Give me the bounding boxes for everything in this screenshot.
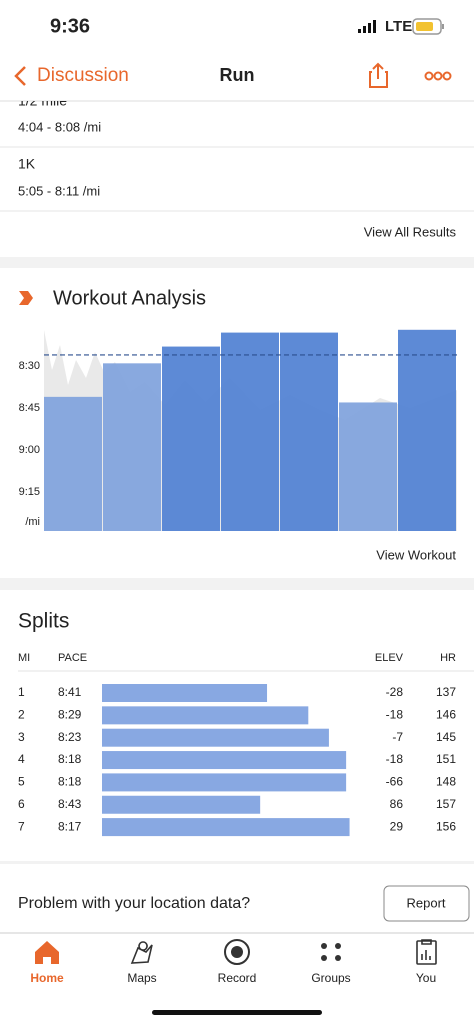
split-pace: 8:23 (58, 730, 82, 744)
split-mile: 3 (18, 730, 25, 744)
report-button[interactable]: Report (406, 895, 445, 910)
y-tick-label: 8:30 (19, 360, 40, 372)
signal-icon (358, 20, 376, 33)
split-bar (102, 706, 309, 725)
section-gap (0, 578, 474, 590)
split-hr: 145 (436, 730, 456, 744)
tab-bar: Home Maps Record Groups You (30, 971, 436, 985)
column-header: MI (18, 652, 30, 664)
section-title: Workout Analysis (53, 287, 206, 309)
column-header: ELEV (375, 652, 404, 664)
record-dot (231, 946, 243, 958)
split-hr: 157 (436, 797, 456, 811)
tab-label[interactable]: You (416, 971, 436, 985)
bar (280, 332, 338, 531)
you-icon[interactable] (416, 939, 437, 965)
bar (398, 329, 456, 531)
tab-label[interactable]: Groups (311, 971, 350, 985)
record-icon[interactable] (224, 939, 250, 965)
split-pace: 8:43 (58, 797, 82, 811)
y-tick-label: 9:15 (19, 486, 40, 498)
split-pace: 8:18 (58, 752, 82, 766)
split-pace: 8:17 (58, 819, 82, 833)
pace-chart: 8:30 8:45 9:00 9:15/mi (19, 329, 457, 531)
back-icon[interactable] (14, 66, 26, 86)
maps-icon[interactable] (130, 941, 153, 964)
tab-label[interactable]: Home (30, 971, 64, 985)
column-header: PACE (58, 652, 87, 664)
column-header: HR (440, 652, 456, 664)
split-bar (102, 773, 347, 792)
split-hr: 156 (436, 819, 456, 833)
effort-name: 1K (18, 156, 36, 172)
split-mile: 5 (18, 775, 25, 789)
split-mile: 2 (18, 708, 25, 722)
y-unit-label: /mi (25, 516, 40, 528)
split-hr: 151 (436, 752, 456, 766)
y-tick-label: 9:00 (19, 444, 40, 456)
split-elev: -18 (386, 708, 404, 722)
split-mile: 6 (18, 797, 25, 811)
split-bar (102, 728, 329, 747)
split-hr: 146 (436, 708, 456, 722)
more-button[interactable] (424, 71, 452, 81)
clip: 1/2 mile (18, 93, 67, 109)
report-button-frame[interactable] (383, 885, 470, 922)
home-indicator (152, 1010, 322, 1015)
nav-title: Run (220, 65, 255, 85)
bar (221, 332, 279, 531)
split-elev: -28 (386, 685, 404, 699)
battery-icon (412, 18, 444, 35)
split-elev: -66 (386, 775, 404, 789)
location-question: Problem with your location data? (18, 895, 250, 912)
split-bar (102, 684, 268, 702)
status-network: LTE (385, 18, 412, 35)
share-button[interactable] (369, 62, 388, 88)
bar (44, 396, 102, 531)
split-bar (102, 751, 347, 770)
tab-label[interactable]: Maps (127, 971, 156, 985)
splits-table: 1 8:41 -28 137 2 8:29 -18 146 3 8:23 -7 145 4 8:18 -18… (18, 684, 456, 837)
groups-icon[interactable] (321, 943, 341, 961)
status-time: 9:36 (50, 15, 90, 37)
section-gap (0, 257, 474, 268)
y-tick-label: 8:45 (19, 402, 40, 414)
back-button[interactable]: Discussion (37, 65, 129, 86)
split-pace: 8:29 (58, 708, 82, 722)
view-workout[interactable]: View Workout (376, 547, 456, 562)
split-elev: -18 (386, 752, 404, 766)
tab-label[interactable]: Record (218, 971, 257, 985)
section-title: Splits (18, 610, 69, 633)
bar (339, 402, 397, 531)
section-gap (0, 861, 474, 864)
effort-range: 5:05 - 8:11 /mi (18, 183, 100, 198)
view-all-results[interactable]: View All Results (364, 224, 457, 239)
split-hr: 137 (436, 685, 456, 699)
split-elev: 86 (390, 797, 404, 811)
split-pace: 8:41 (58, 685, 82, 699)
split-bar (102, 818, 350, 837)
effort-range: 4:04 - 8:08 /mi (18, 119, 101, 134)
bar (103, 363, 161, 531)
split-mile: 1 (18, 685, 25, 699)
split-pace: 8:18 (58, 775, 82, 789)
split-elev: 29 (390, 819, 404, 833)
split-hr: 148 (436, 775, 456, 789)
split-elev: -7 (392, 730, 403, 744)
split-mile: 7 (18, 819, 25, 833)
home-icon[interactable] (35, 941, 59, 964)
bar (162, 346, 220, 531)
effort-name: 1/2 mile (18, 93, 67, 109)
analysis-icon (19, 291, 33, 305)
split-bar (102, 795, 261, 814)
split-mile: 4 (18, 752, 25, 766)
